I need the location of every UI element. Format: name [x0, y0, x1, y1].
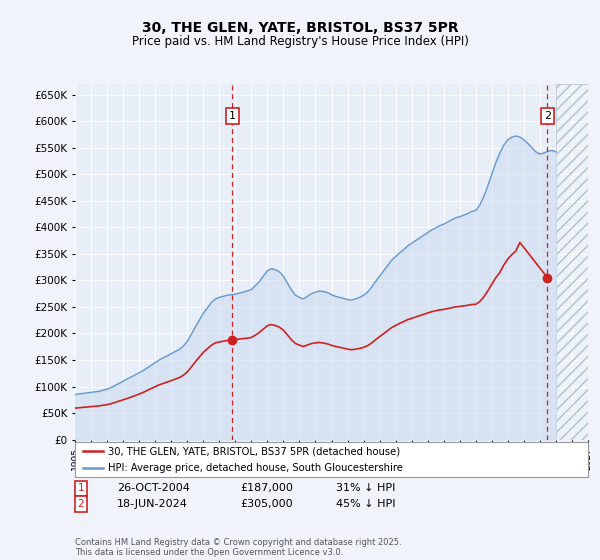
Text: 18-JUN-2024: 18-JUN-2024	[117, 499, 188, 509]
Text: HPI: Average price, detached house, South Gloucestershire: HPI: Average price, detached house, Sout…	[109, 464, 403, 473]
Text: 26-OCT-2004: 26-OCT-2004	[117, 483, 190, 493]
Polygon shape	[556, 84, 588, 440]
Text: 2: 2	[544, 111, 551, 121]
Text: 30, THE GLEN, YATE, BRISTOL, BS37 5PR: 30, THE GLEN, YATE, BRISTOL, BS37 5PR	[142, 21, 458, 35]
Text: £305,000: £305,000	[240, 499, 293, 509]
Text: 45% ↓ HPI: 45% ↓ HPI	[336, 499, 395, 509]
Text: Price paid vs. HM Land Registry's House Price Index (HPI): Price paid vs. HM Land Registry's House …	[131, 35, 469, 48]
Text: 1: 1	[229, 111, 236, 121]
Text: 2: 2	[77, 499, 85, 509]
Text: Contains HM Land Registry data © Crown copyright and database right 2025.
This d: Contains HM Land Registry data © Crown c…	[75, 538, 401, 557]
Text: 31% ↓ HPI: 31% ↓ HPI	[336, 483, 395, 493]
Text: 1: 1	[77, 483, 85, 493]
Text: £187,000: £187,000	[240, 483, 293, 493]
Text: 30, THE GLEN, YATE, BRISTOL, BS37 5PR (detached house): 30, THE GLEN, YATE, BRISTOL, BS37 5PR (d…	[109, 446, 400, 456]
